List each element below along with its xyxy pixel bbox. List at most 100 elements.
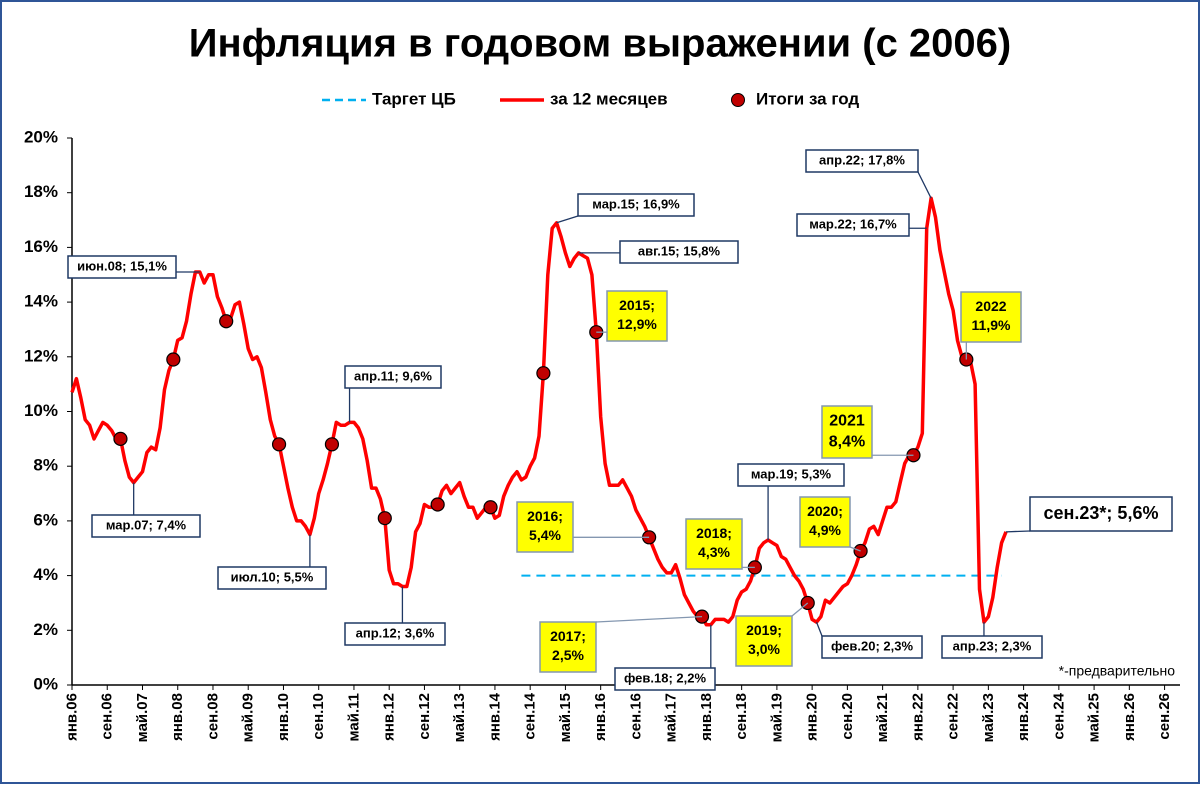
x-tick-label: сен.08 (204, 693, 221, 740)
x-tick-label: сен.20 (839, 693, 856, 740)
legend-label: Таргет ЦБ (372, 89, 456, 108)
callout-box (217, 566, 327, 590)
callout-label: 2,5% (552, 647, 584, 663)
callout-label: 2019; (746, 622, 782, 638)
y-tick-label: 2% (33, 620, 58, 639)
callout-label: 2018; (696, 525, 732, 541)
y-tick-label: 6% (33, 510, 58, 529)
x-tick-label: янв.16 (592, 693, 609, 741)
callout-pointer (791, 602, 809, 617)
x-tick-label: сен.12 (416, 693, 433, 740)
x-tick-label: сен.22 (945, 693, 962, 740)
callout-label: 12,9% (617, 316, 657, 332)
x-tick-label: янв.14 (486, 692, 503, 741)
callout-label: мар.22; 16,7% (809, 216, 897, 231)
x-tick-label: сен.14 (522, 692, 539, 739)
callout-label: мар.07; 7,4% (106, 517, 187, 532)
x-tick-label: сен.06 (99, 693, 116, 740)
callout-box (685, 518, 743, 570)
callout-box (539, 621, 597, 673)
callout-box (606, 290, 668, 342)
year-dot (377, 511, 392, 526)
year-dot (324, 437, 340, 452)
callout-pointer (595, 615, 703, 623)
y-tick-label: 0% (33, 674, 58, 693)
callout-label: 5,4% (529, 527, 561, 543)
x-tick-label: май.11 (345, 693, 362, 742)
x-tick-label: янв.22 (909, 693, 926, 741)
callout-label: июл.10; 5,5% (231, 569, 314, 584)
callout-label: апр.12; 3,6% (356, 625, 435, 640)
callout-box (619, 240, 739, 264)
y-tick-label: 16% (24, 237, 58, 256)
year-dot (271, 437, 287, 452)
x-tick-label: сен.16 (627, 693, 644, 740)
callout-label: фев.20; 2,3% (831, 638, 914, 653)
x-tick-label: май.19 (768, 693, 785, 742)
x-tick-label: янв.08 (169, 693, 186, 741)
callout-pointer (849, 546, 861, 552)
callout-label: 4,3% (698, 544, 730, 560)
callout-label: июн.08; 15,1% (77, 258, 167, 273)
callout-label: 3,0% (748, 641, 780, 657)
x-tick-label: сен.10 (310, 693, 327, 740)
callout-box (799, 496, 851, 548)
x-tick-label: сен.24 (1050, 692, 1067, 739)
year-dot (113, 431, 128, 446)
y-tick-label: 18% (24, 182, 58, 201)
callout-box (344, 622, 446, 646)
callout-box (516, 501, 574, 553)
year-dot (430, 497, 445, 512)
x-tick-label: сен.26 (1156, 693, 1173, 740)
callout-label: 2020; (807, 503, 843, 519)
callout-box (67, 255, 177, 279)
callout-box (1029, 496, 1173, 532)
callout-label: 2022 (975, 298, 1006, 314)
callout-box (344, 365, 442, 389)
x-tick-label: янв.18 (698, 693, 715, 741)
callout-label: мар.19; 5,3% (751, 466, 832, 481)
callout-label: 4,9% (809, 522, 841, 538)
callout-box (614, 667, 716, 691)
callout-label: мар.15; 16,9% (592, 196, 680, 211)
callout-label: 8,4% (829, 434, 865, 451)
callout-label: фев.18; 2,2% (624, 670, 707, 685)
x-tick-label: янв.06 (64, 693, 81, 741)
year-dot (483, 500, 498, 515)
callout-label: сен.23*; 5,6% (1044, 503, 1159, 523)
callout-box (796, 213, 910, 237)
x-tick-label: янв.10 (275, 693, 292, 741)
year-dot (536, 366, 551, 381)
y-tick-label: 12% (24, 346, 58, 365)
x-tick-label: янв.26 (1121, 693, 1138, 741)
y-tick-label: 20% (24, 127, 58, 146)
callout-box (821, 635, 923, 659)
callout-box (821, 405, 873, 459)
legend-label: Итоги за год (756, 89, 859, 108)
callout-label: 11,9% (972, 317, 1011, 333)
callout-label: 2021 (829, 413, 865, 430)
callout-box (577, 193, 695, 217)
x-tick-label: май.13 (451, 693, 468, 742)
x-tick-label: май.09 (240, 693, 257, 742)
footnote: *-предварительно (1059, 663, 1176, 679)
callout-pointer (917, 171, 932, 199)
callout-label: авг.15; 15,8% (638, 243, 721, 258)
callout-box (941, 635, 1043, 659)
x-tick-label: янв.24 (1015, 692, 1032, 741)
callout-box (735, 615, 793, 667)
callout-label: апр.22; 17,8% (819, 152, 905, 167)
chart-title: Инфляция в годовом выражении (с 2006) (189, 22, 1011, 66)
x-tick-label: сен.18 (733, 693, 750, 740)
x-tick-label: май.07 (134, 693, 151, 742)
x-tick-label: янв.12 (381, 693, 398, 741)
x-tick-label: май.23 (980, 693, 997, 742)
callout-label: апр.23; 2,3% (953, 638, 1032, 653)
callout-label: 2016; (527, 508, 563, 524)
callout-pointer (556, 215, 579, 224)
x-tick-label: май.25 (1086, 693, 1103, 742)
callout-box (805, 149, 919, 173)
callout-label: 2017; (550, 628, 586, 644)
x-tick-label: май.15 (557, 693, 574, 742)
